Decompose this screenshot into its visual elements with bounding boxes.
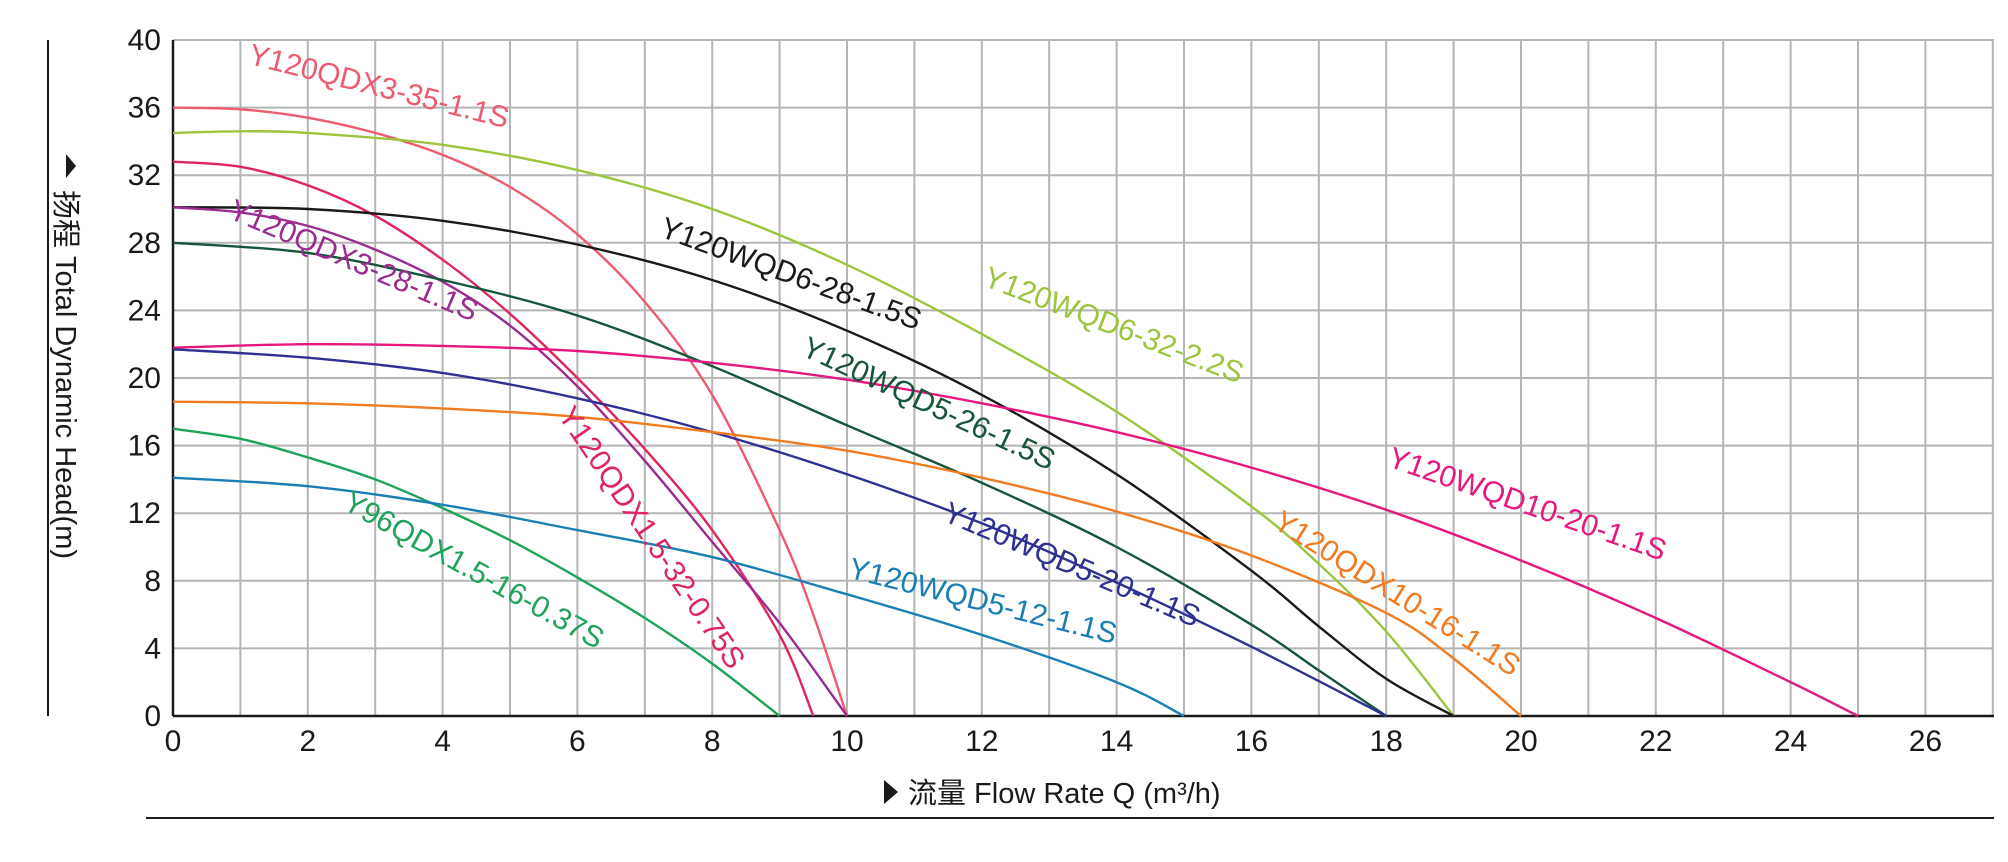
series-label: Y120WQD5-26-1.5S (797, 331, 1060, 477)
x-tick-label: 6 (569, 725, 586, 758)
series-line (172, 206, 1455, 718)
series-line (172, 476, 1185, 718)
series-line (172, 427, 781, 717)
y-tick-label: 24 (128, 294, 161, 327)
grid (171, 39, 1994, 718)
series-line (172, 160, 815, 717)
x-tick-label: 16 (1235, 725, 1268, 758)
series-line (172, 342, 1859, 718)
x-tick-label: 18 (1370, 725, 1403, 758)
y-tick-label: 16 (128, 430, 161, 463)
series-line (172, 206, 848, 717)
y-tick-label: 32 (128, 159, 161, 192)
x-tick-label: 14 (1100, 725, 1133, 758)
series-line (172, 348, 1387, 718)
series-line (172, 241, 1387, 717)
y-tick-label: 36 (128, 92, 161, 125)
y-tick-label: 12 (128, 497, 161, 530)
y-axis-title: 扬程 Total Dynamic Head(m) (49, 190, 82, 559)
y-tick-label: 28 (128, 227, 161, 260)
y-tick-label: 4 (144, 632, 161, 665)
series-line (172, 400, 1522, 717)
x-tick-label: 22 (1639, 725, 1672, 758)
x-tick-label: 4 (434, 725, 451, 758)
frame: 扬程 Total Dynamic Head(m) 流量 Flow Rate Q … (47, 40, 1994, 819)
series-label: Y120QDX10-16-1.1S (1268, 505, 1526, 683)
series-label: Y120WQD6-32-2.2S (979, 261, 1248, 390)
series-label: Y120QDX3-35-1.1S (245, 38, 512, 135)
series-line (172, 106, 849, 717)
x-tick-label: 0 (165, 725, 182, 758)
y-tick-label: 0 (144, 700, 161, 733)
curves (172, 106, 1859, 718)
x-tick-label: 8 (704, 725, 721, 758)
x-tick-label: 2 (299, 725, 316, 758)
y-tick-label: 8 (144, 565, 161, 598)
y-tick-label: 20 (128, 362, 161, 395)
x-axis-title: 流量 Flow Rate Q (m³/h) (908, 777, 1221, 810)
x-tick-label: 20 (1504, 725, 1537, 758)
x-axis-arrow-icon (884, 780, 898, 804)
series-label: Y120WQD10-20-1.1S (1384, 441, 1671, 567)
y-tick-label: 40 (128, 24, 161, 57)
x-tick-label: 26 (1909, 725, 1942, 758)
x-tick-label: 24 (1774, 725, 1807, 758)
series-line (172, 130, 1455, 717)
x-tick-label: 10 (830, 725, 863, 758)
x-tick-label: 12 (965, 725, 998, 758)
y-axis-arrow-icon (66, 154, 76, 178)
